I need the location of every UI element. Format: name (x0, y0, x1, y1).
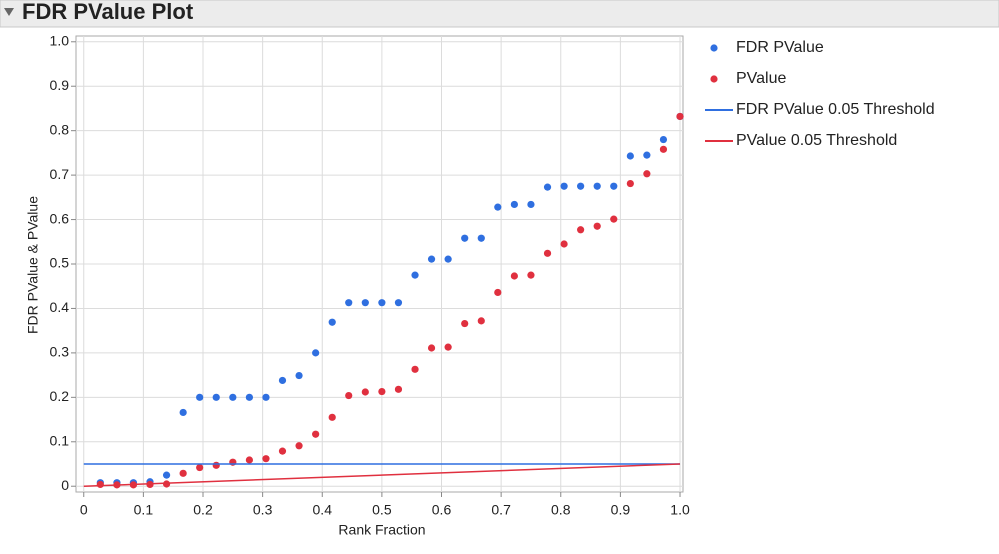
data-point (229, 393, 237, 401)
x-tick-label: 1.0 (670, 502, 690, 518)
data-point (659, 135, 668, 144)
legend-label: PValue (736, 70, 787, 87)
x-tick-label: 0.9 (611, 502, 631, 518)
chart-title: FDR PValue Plot (22, 0, 194, 24)
y-axis-label: FDR PValue & PValue (25, 196, 41, 334)
data-point (278, 447, 287, 455)
collapse-toggle[interactable] (4, 8, 14, 16)
data-point (643, 151, 651, 159)
data-point (179, 469, 187, 477)
data-point (262, 393, 270, 401)
data-point (477, 317, 485, 325)
data-point (560, 182, 568, 190)
data-point (295, 442, 303, 450)
data-point (378, 299, 386, 307)
x-tick-label: 0 (80, 502, 88, 518)
data-point (345, 299, 353, 307)
y-tick-label: 0 (61, 477, 69, 493)
data-point (212, 461, 220, 469)
data-point (411, 365, 419, 373)
legend-swatch (710, 44, 718, 52)
data-point (328, 318, 336, 326)
data-point (593, 182, 601, 190)
data-point (196, 393, 204, 401)
data-point (676, 112, 684, 121)
x-tick-label: 0.5 (372, 502, 392, 518)
legend-label: FDR PValue 0.05 Threshold (736, 101, 935, 118)
data-point (543, 249, 552, 257)
data-point (610, 215, 618, 223)
data-point (494, 203, 502, 211)
data-point (162, 480, 171, 488)
threshold-line (83, 463, 681, 487)
x-tick-label: 0.1 (134, 502, 154, 518)
data-point (361, 388, 369, 396)
y-tick-label: 1.0 (50, 32, 70, 48)
data-point (312, 349, 320, 357)
x-tick-label: 0.4 (313, 502, 333, 518)
y-tick-label: 0.8 (50, 121, 70, 137)
data-point (527, 271, 535, 279)
data-point (162, 471, 171, 479)
data-point (444, 255, 452, 263)
legend-label: PValue 0.05 Threshold (736, 132, 897, 149)
data-point (643, 170, 651, 178)
data-point (328, 413, 336, 421)
data-point (394, 299, 403, 307)
y-tick-label: 0.5 (50, 255, 70, 271)
data-point (245, 393, 253, 401)
data-point (361, 299, 369, 307)
legend-swatch (710, 75, 718, 83)
y-tick-label: 0.1 (50, 432, 70, 448)
header-bar (0, 0, 999, 28)
data-point (312, 430, 320, 438)
data-point (378, 387, 386, 396)
data-point (659, 145, 668, 153)
data-point (179, 408, 187, 417)
y-tick-label: 0.4 (50, 299, 70, 315)
x-axis-label: Rank Fraction (338, 522, 425, 538)
x-tick-label: 0.8 (551, 502, 571, 518)
data-point (510, 200, 518, 209)
data-point (577, 182, 585, 190)
data-point (96, 480, 104, 489)
x-tick-label: 0.2 (193, 502, 213, 518)
data-point (411, 271, 419, 279)
data-point (427, 255, 436, 263)
data-point (196, 463, 204, 472)
data-point (262, 455, 270, 463)
data-point (394, 385, 403, 393)
data-point (494, 288, 502, 297)
x-tick-label: 0.7 (491, 502, 511, 518)
data-point (278, 376, 287, 385)
y-tick-label: 0.6 (50, 210, 70, 226)
data-point (477, 234, 485, 242)
data-point (245, 456, 253, 464)
data-point (626, 152, 634, 160)
y-tick-label: 0.7 (50, 166, 70, 182)
data-point (345, 391, 353, 400)
y-tick-label: 0.3 (50, 344, 70, 360)
x-tick-label: 0.6 (432, 502, 452, 518)
data-point (427, 344, 436, 352)
x-tick-label: 0.3 (253, 502, 273, 518)
data-point (461, 234, 469, 242)
data-point (444, 343, 452, 351)
data-point (543, 183, 552, 191)
data-point (577, 226, 585, 234)
data-point (626, 179, 634, 188)
data-point (295, 371, 303, 380)
data-point (610, 182, 618, 190)
y-tick-label: 0.2 (50, 388, 70, 404)
data-point (212, 393, 220, 401)
data-point (461, 319, 469, 328)
data-point (560, 240, 568, 248)
data-point (510, 272, 518, 280)
data-point (593, 222, 601, 230)
data-point (527, 200, 535, 209)
legend-label: FDR PValue (736, 39, 824, 56)
y-tick-label: 0.9 (50, 77, 70, 93)
